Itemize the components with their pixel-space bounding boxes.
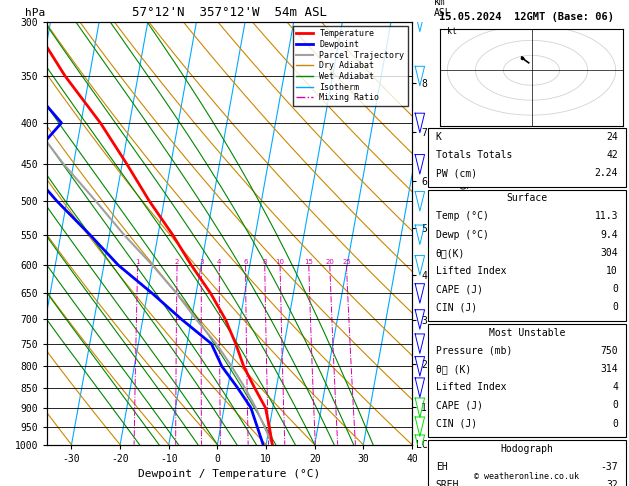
Text: Lifted Index: Lifted Index (436, 266, 506, 276)
Text: 750: 750 (600, 346, 618, 356)
Text: θᴄ (K): θᴄ (K) (436, 364, 471, 374)
Text: 3: 3 (199, 260, 204, 265)
Text: 2.24: 2.24 (594, 168, 618, 178)
Text: θᴄ(K): θᴄ(K) (436, 248, 465, 258)
Text: Totals Totals: Totals Totals (436, 150, 512, 160)
Text: kt: kt (447, 27, 457, 36)
Text: 0: 0 (612, 284, 618, 294)
Bar (428, 128, 626, 187)
Bar (428, 440, 626, 486)
Text: K: K (436, 132, 442, 141)
Text: LCL: LCL (416, 440, 433, 450)
Text: 9.4: 9.4 (600, 229, 618, 240)
Text: EH: EH (436, 462, 447, 472)
Text: Hodograph: Hodograph (500, 444, 554, 454)
Text: 0: 0 (612, 418, 618, 429)
Text: 10: 10 (276, 260, 284, 265)
Text: 4: 4 (612, 382, 618, 392)
Text: © weatheronline.co.uk: © weatheronline.co.uk (474, 472, 579, 481)
Text: 6: 6 (243, 260, 248, 265)
Text: Temp (°C): Temp (°C) (436, 211, 489, 222)
Text: 42: 42 (606, 150, 618, 160)
Bar (428, 324, 626, 437)
Text: CAPE (J): CAPE (J) (436, 284, 482, 294)
Title: 57°12'N  357°12'W  54m ASL: 57°12'N 357°12'W 54m ASL (132, 6, 327, 19)
Text: 0: 0 (612, 400, 618, 410)
Text: CIN (J): CIN (J) (436, 302, 477, 312)
Text: 4: 4 (217, 260, 221, 265)
Text: 20: 20 (325, 260, 334, 265)
Text: 32: 32 (606, 480, 618, 486)
Text: 15: 15 (304, 260, 313, 265)
Text: hPa: hPa (25, 8, 45, 17)
Text: Mixing Ratio (g/kg): Mixing Ratio (g/kg) (459, 177, 469, 289)
Text: 314: 314 (600, 364, 618, 374)
Text: CIN (J): CIN (J) (436, 418, 477, 429)
Text: PW (cm): PW (cm) (436, 168, 477, 178)
Text: CAPE (J): CAPE (J) (436, 400, 482, 410)
Text: 1: 1 (135, 260, 140, 265)
Text: 304: 304 (600, 248, 618, 258)
Text: 15.05.2024  12GMT (Base: 06): 15.05.2024 12GMT (Base: 06) (439, 12, 615, 22)
Text: 24: 24 (606, 132, 618, 141)
Text: 25: 25 (342, 260, 351, 265)
Text: 10: 10 (606, 266, 618, 276)
Text: 11.3: 11.3 (594, 211, 618, 222)
Text: Dewp (°C): Dewp (°C) (436, 229, 489, 240)
Text: Lifted Index: Lifted Index (436, 382, 506, 392)
Text: Most Unstable: Most Unstable (489, 328, 565, 338)
Text: Surface: Surface (506, 193, 547, 203)
Text: 8: 8 (262, 260, 267, 265)
X-axis label: Dewpoint / Temperature (°C): Dewpoint / Temperature (°C) (138, 469, 321, 479)
Text: 0: 0 (612, 302, 618, 312)
Text: km
ASL: km ASL (434, 0, 452, 17)
Legend: Temperature, Dewpoint, Parcel Trajectory, Dry Adiabat, Wet Adiabat, Isotherm, Mi: Temperature, Dewpoint, Parcel Trajectory… (293, 26, 408, 105)
Text: SREH: SREH (436, 480, 459, 486)
Text: Pressure (mb): Pressure (mb) (436, 346, 512, 356)
Text: 2: 2 (175, 260, 179, 265)
Text: -37: -37 (600, 462, 618, 472)
Bar (428, 190, 626, 321)
